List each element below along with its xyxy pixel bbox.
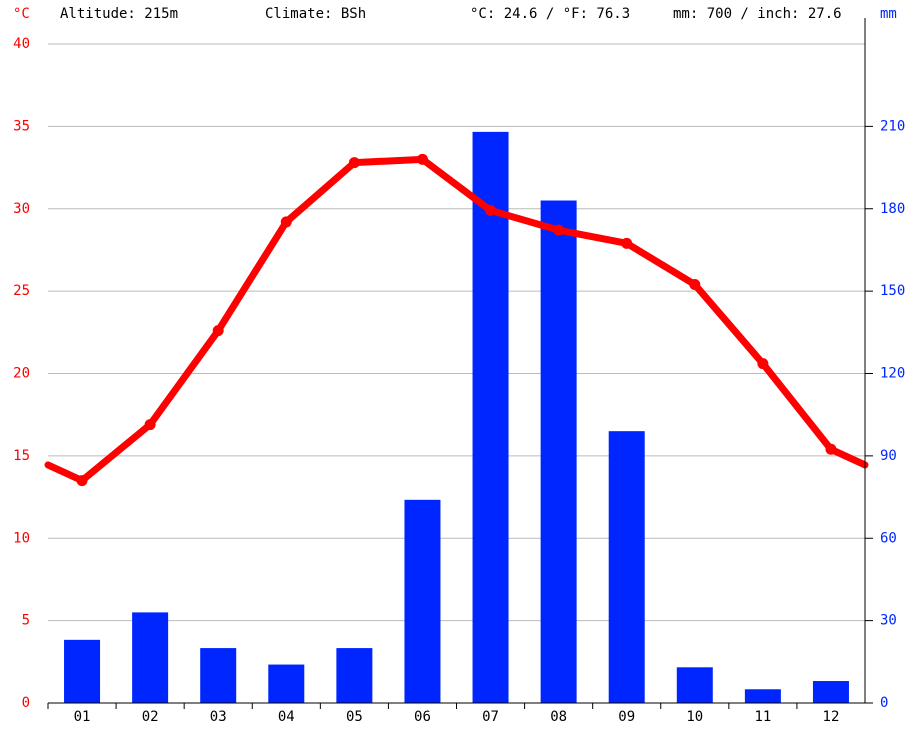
bar	[608, 431, 645, 703]
y2-tick-label: 90	[880, 448, 897, 464]
line-wrap	[44, 461, 86, 485]
x-tick-label: 08	[550, 709, 567, 725]
bar	[676, 667, 713, 703]
y2-tick-label: 180	[880, 201, 905, 217]
point	[825, 443, 837, 455]
point	[280, 216, 292, 228]
bar	[200, 648, 237, 703]
point	[416, 153, 428, 165]
bar	[268, 664, 305, 703]
y-tick-label: 15	[13, 448, 30, 464]
point	[553, 224, 565, 236]
point	[757, 358, 769, 370]
point	[144, 419, 156, 431]
y-tick-label: 10	[13, 530, 30, 546]
y-tick-label: 25	[13, 283, 30, 299]
bar	[812, 681, 849, 703]
y-tick-label: 30	[13, 201, 30, 217]
bar	[336, 648, 373, 703]
y2-tick-label: 60	[880, 530, 897, 546]
line-wrap	[827, 445, 869, 469]
x-tick-label: 04	[278, 709, 295, 725]
bar	[404, 499, 441, 703]
x-tick-label: 07	[482, 709, 499, 725]
y-axis-label: °C	[13, 6, 30, 22]
y-tick-label: 0	[22, 695, 30, 711]
x-tick-label: 01	[74, 709, 91, 725]
header-text: mm: 700 / inch: 27.6	[673, 6, 842, 22]
y2-tick-label: 0	[880, 695, 888, 711]
bar	[472, 131, 509, 703]
y-tick-label: 40	[13, 36, 30, 52]
y2-tick-label: 210	[880, 118, 905, 134]
y2-tick-label: 120	[880, 366, 905, 382]
bar	[744, 689, 781, 703]
bar	[540, 200, 577, 703]
point	[212, 325, 224, 337]
header-text: Climate: BSh	[265, 6, 366, 22]
y-tick-label: 35	[13, 118, 30, 134]
bar	[132, 612, 169, 703]
x-tick-label: 02	[142, 709, 159, 725]
y2-axis-label: mm	[880, 6, 897, 22]
x-tick-label: 11	[754, 709, 771, 725]
x-tick-label: 09	[618, 709, 635, 725]
point	[621, 237, 633, 249]
point	[76, 475, 88, 487]
point	[689, 279, 701, 291]
point	[348, 157, 360, 169]
x-tick-label: 10	[686, 709, 703, 725]
header-text: °C: 24.6 / °F: 76.3	[470, 6, 630, 22]
x-tick-label: 05	[346, 709, 363, 725]
bar	[64, 639, 101, 703]
x-tick-label: 12	[823, 709, 840, 725]
line	[79, 155, 834, 484]
header-text: Altitude: 215m	[60, 6, 178, 22]
y2-tick-label: 150	[880, 283, 905, 299]
point	[485, 204, 497, 216]
y-tick-label: 20	[13, 366, 30, 382]
y-tick-label: 5	[22, 613, 30, 629]
x-tick-label: 03	[210, 709, 227, 725]
y2-tick-label: 30	[880, 613, 897, 629]
x-tick-label: 06	[414, 709, 431, 725]
